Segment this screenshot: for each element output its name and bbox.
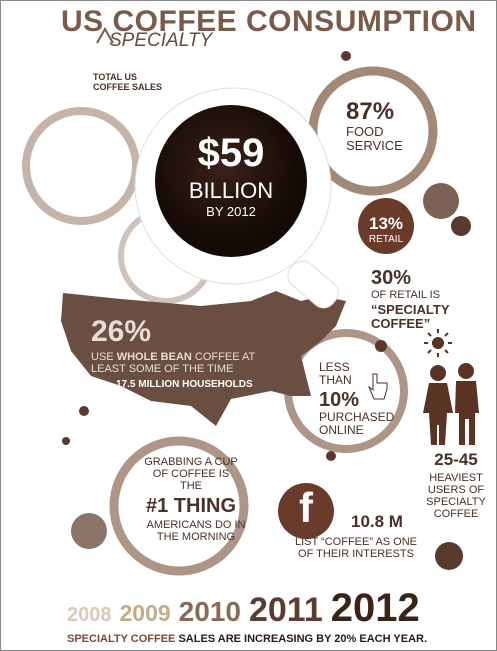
age-label: HEAVIEST USERS OF SPECIALTY COFFEE xyxy=(426,472,486,521)
facebook-value: 10.8 M xyxy=(351,512,403,531)
online-prefix: LESS THAN xyxy=(319,360,352,388)
year: 2008 xyxy=(67,604,112,626)
us-map xyxy=(61,291,346,426)
year: 2010 xyxy=(178,596,241,627)
sun-icon xyxy=(424,329,452,357)
footer-text: SALES ARE INCREASING BY 20% EACH YEAR. xyxy=(175,633,428,645)
morning-prefix: GRABBING A CUP OF COFFEE IS THE xyxy=(144,456,238,493)
retail-circle xyxy=(358,198,414,254)
facebook-label: LIST “COFFEE” AS ONE OF THEIR INTERESTS xyxy=(294,536,418,561)
sales-year: BY 2012 xyxy=(206,204,256,219)
specialty-quote: “SPECIALTY COFFEE” xyxy=(371,302,450,332)
years-row: 2008 2009 2010 2011 2012 xyxy=(67,586,420,631)
sales-unit: BILLION xyxy=(188,178,274,203)
food-value: 87% xyxy=(346,98,395,125)
facebook-icon: f xyxy=(299,484,313,531)
retail-value: 13% xyxy=(368,214,404,233)
cursor-icon xyxy=(367,373,388,400)
retail-label: RETAIL xyxy=(368,234,404,245)
morning-highlight: #1 THING xyxy=(145,495,237,517)
households: 17.5 MILLION HOUSEHOLDS xyxy=(116,379,253,390)
food-label: FOOD SERVICE xyxy=(346,124,403,154)
title: US COFFEE CONSUMPTION xyxy=(61,5,477,38)
bean-text-start: USE xyxy=(91,351,117,363)
footer: SPECIALTY COFFEE SALES ARE INCREASING BY… xyxy=(67,633,427,645)
sales-label: TOTAL US COFFEE SALES xyxy=(93,72,163,92)
insert-caret xyxy=(96,26,114,44)
people-icon xyxy=(423,363,479,445)
online-label: PURCHASED ONLINE xyxy=(319,410,395,438)
specialty-value: 30% xyxy=(371,267,412,289)
sales-amount: $59 xyxy=(197,131,265,175)
bean-text-bold: WHOLE BEAN xyxy=(116,351,192,363)
facebook-blob xyxy=(278,483,334,539)
footer-highlight: SPECIALTY COFFEE xyxy=(67,633,176,645)
year: 2012 xyxy=(330,586,420,630)
year: 2011 xyxy=(248,591,323,629)
year: 2009 xyxy=(119,600,171,626)
bean-value: 26% xyxy=(91,315,152,348)
bean-text-end: COFFEE AT LEAST SOME OF THE TIME xyxy=(91,351,256,376)
coffee-rings xyxy=(22,66,438,576)
online-value: 10% xyxy=(319,389,360,411)
coffee-cup xyxy=(134,87,339,309)
age-value: 25-45 xyxy=(434,450,478,469)
stains xyxy=(62,51,471,570)
title-insert: SPECIALTY xyxy=(109,30,213,51)
morning-suffix: AMERICANS DO IN THE MORNING xyxy=(146,519,246,544)
specialty-label: OF RETAIL IS xyxy=(371,289,441,301)
bean-text: USE WHOLE BEAN COFFEE AT LEAST SOME OF T… xyxy=(91,351,291,375)
